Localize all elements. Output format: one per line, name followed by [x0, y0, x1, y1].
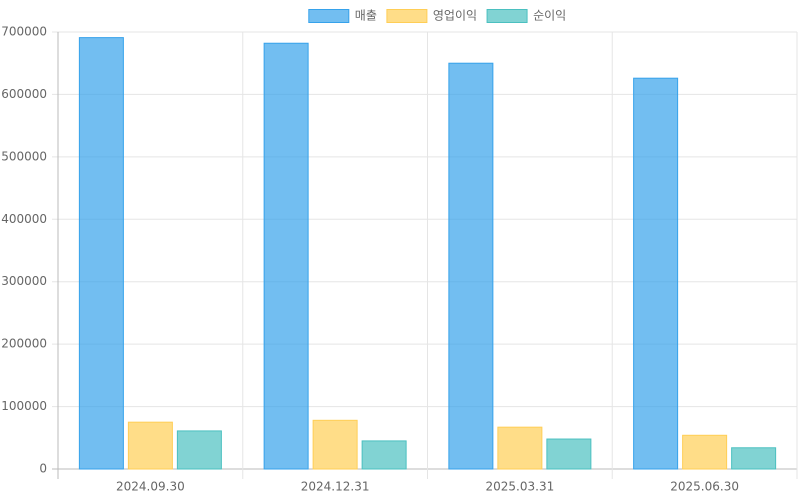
bar [263, 42, 309, 470]
bar [448, 62, 494, 470]
x-tick-label: 2025.06.30 [670, 480, 739, 494]
legend-label: 영업이익 [433, 9, 477, 23]
y-tick-label: 0 [39, 462, 47, 476]
bar [633, 77, 679, 470]
legend-swatch [308, 9, 350, 23]
bar [682, 434, 728, 470]
legend-label: 순이익 [533, 9, 566, 23]
bar [78, 37, 124, 470]
x-tick-label: 2025.03.31 [486, 480, 555, 494]
bar [497, 426, 543, 470]
y-tick-label: 300000 [1, 274, 47, 288]
bar [127, 421, 173, 470]
legend-label: 매출 [355, 9, 377, 23]
x-tick-label: 2024.09.30 [116, 480, 185, 494]
y-tick-label: 400000 [1, 212, 47, 226]
bar [176, 430, 222, 470]
y-tick-label: 700000 [1, 25, 47, 39]
y-tick-label: 100000 [1, 399, 47, 413]
bar [361, 440, 407, 470]
bar [546, 438, 592, 470]
legend-swatch [486, 9, 528, 23]
x-tick-label: 2024.12.31 [301, 480, 370, 494]
bar [312, 419, 358, 470]
y-tick-label: 600000 [1, 87, 47, 101]
bar [731, 447, 777, 470]
y-tick-label: 500000 [1, 149, 47, 163]
legend-swatch [386, 9, 428, 23]
y-tick-label: 200000 [1, 337, 47, 351]
